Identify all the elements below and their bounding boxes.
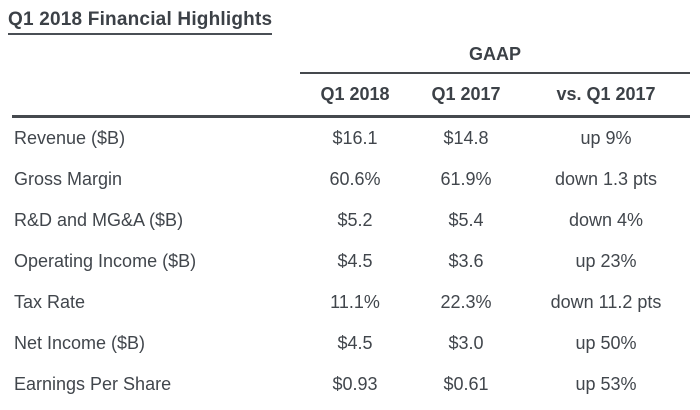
cell-rd-mga-q1-2017: $5.4: [448, 210, 484, 230]
spacer-cell: [12, 40, 300, 74]
cell-operating-income-vs: up 23%: [575, 251, 637, 271]
cell-net-income-q1-2018: $4.5: [337, 333, 373, 353]
spacer-cell: [12, 74, 300, 115]
cell-gross-margin-vs: down 1.3 pts: [554, 169, 658, 189]
cell-tax-rate-q1-2018: 11.1%: [330, 292, 380, 312]
cell-gross-margin-q1-2017: 61.9%: [440, 169, 492, 189]
cell-eps-q1-2017: $0.61: [443, 374, 489, 394]
column-header-q1-2017: Q1 2017: [431, 84, 501, 104]
row-label-revenue: Revenue ($B): [14, 128, 126, 148]
financial-highlights-table: GAAP Q1 2018 Q1 2017 vs. Q1 2017 Revenue…: [12, 40, 690, 405]
cell-net-income-q1-2017: $3.0: [448, 333, 484, 353]
row-label-rd-mga: R&D and MG&A ($B): [14, 210, 184, 230]
cell-operating-income-q1-2017: $3.6: [448, 251, 484, 271]
cell-revenue-q1-2017: $14.8: [443, 128, 489, 148]
group-header-gaap: GAAP: [300, 40, 690, 74]
cell-eps-q1-2018: $0.93: [332, 374, 378, 394]
row-label-operating-income: Operating Income ($B): [14, 251, 197, 271]
row-label-tax-rate: Tax Rate: [14, 292, 86, 312]
row-label-gross-margin: Gross Margin: [14, 169, 123, 189]
row-label-eps: Earnings Per Share: [14, 374, 172, 394]
row-label-net-income: Net Income ($B): [14, 333, 146, 353]
column-header-vs-q1-2017: vs. Q1 2017: [556, 84, 656, 104]
cell-gross-margin-q1-2018: 60.6%: [329, 169, 381, 189]
cell-operating-income-q1-2018: $4.5: [337, 251, 373, 271]
header-divider-rule: [12, 115, 690, 118]
cell-tax-rate-q1-2017: 22.3%: [440, 292, 492, 312]
cell-rd-mga-q1-2018: $5.2: [337, 210, 373, 230]
cell-revenue-q1-2018: $16.1: [332, 128, 378, 148]
cell-eps-vs: up 53%: [575, 374, 637, 394]
cell-net-income-vs: up 50%: [575, 333, 637, 353]
column-header-q1-2018: Q1 2018: [320, 84, 390, 104]
page-title: Q1 2018 Financial Highlights: [8, 9, 273, 35]
cell-revenue-vs: up 9%: [580, 128, 632, 148]
cell-tax-rate-vs: down 11.2 pts: [550, 292, 662, 312]
cell-rd-mga-vs: down 4%: [568, 210, 644, 230]
